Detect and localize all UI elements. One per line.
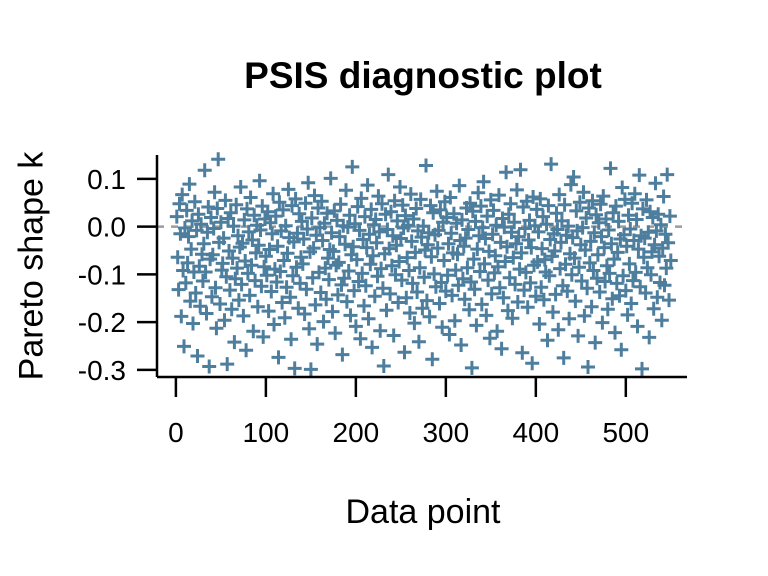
x-tick-label: 200 (333, 417, 380, 448)
x-tick-label: 500 (602, 417, 649, 448)
y-tick-label: 0.1 (87, 164, 126, 195)
y-axis-label: Pareto shape k (12, 151, 51, 381)
x-tick-label: 100 (243, 417, 290, 448)
y-tick-label: 0.0 (87, 212, 126, 243)
x-tick-label: 0 (168, 417, 184, 448)
scatter-points (169, 152, 678, 377)
y-tick-label: -0.2 (78, 307, 126, 338)
x-axis-label: Data point (345, 493, 501, 531)
y-tick-label: -0.3 (78, 355, 126, 386)
x-tick-label: 300 (422, 417, 469, 448)
x-tick-label: 400 (512, 417, 559, 448)
y-tick-label: -0.1 (78, 259, 126, 290)
plot-title: PSIS diagnostic plot (244, 55, 602, 96)
